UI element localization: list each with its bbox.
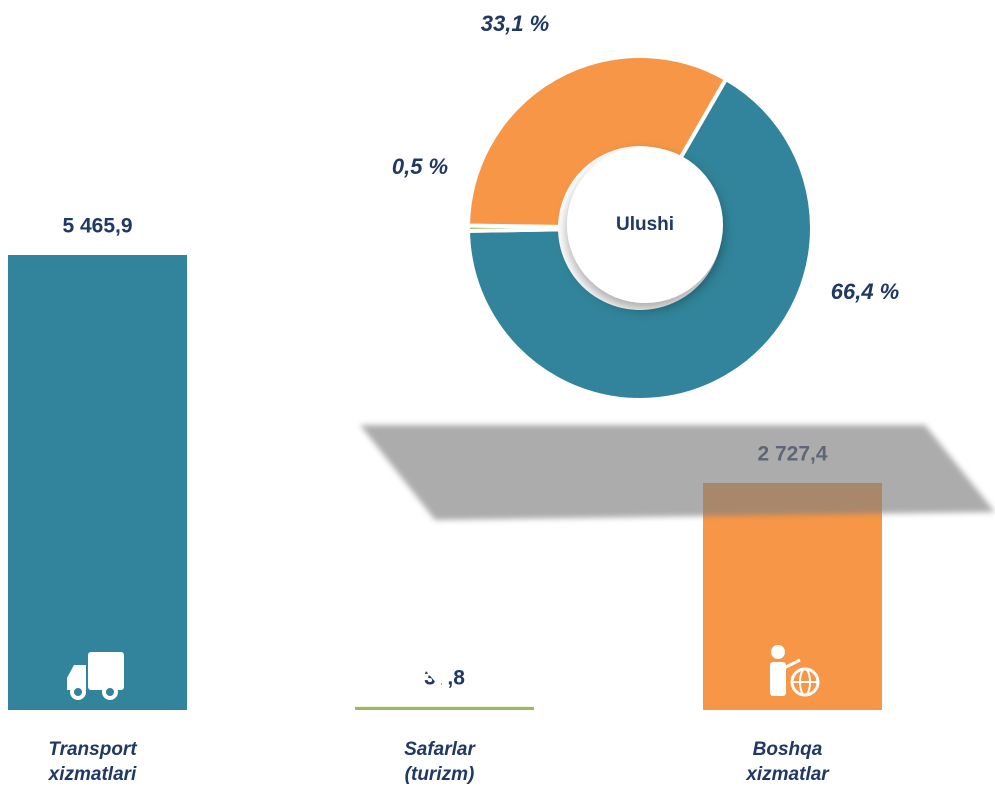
value-label: 5 465,9 [62, 215, 132, 238]
donut-center [567, 147, 723, 303]
bar-chart: 5 465,9Transportxizmatlari37,8Safarlar(t… [8, 215, 882, 785]
slice-label: 66,4 % [831, 279, 900, 304]
decor-band [360, 425, 995, 520]
donut-slice [465, 54, 729, 229]
cocktail-icon [420, 655, 463, 703]
person-globe-icon [770, 645, 820, 697]
icons [67, 645, 820, 703]
slice-label: 33,1 % [481, 11, 550, 36]
center-label: Ulushi [616, 214, 674, 235]
category-label: Boshqa xizmatlar [745, 739, 830, 785]
bar [8, 255, 187, 710]
truck-icon [67, 652, 124, 700]
category-label: Transport xizmatlari [48, 739, 138, 785]
bar [703, 482, 882, 710]
bar [355, 706, 534, 710]
slice-label: 0,5 % [392, 154, 448, 179]
donut-chart: 66,4 % 0,5 % 33,1 % Ulushi [392, 11, 900, 402]
category-label: Safarlar (turizm) [404, 739, 476, 785]
